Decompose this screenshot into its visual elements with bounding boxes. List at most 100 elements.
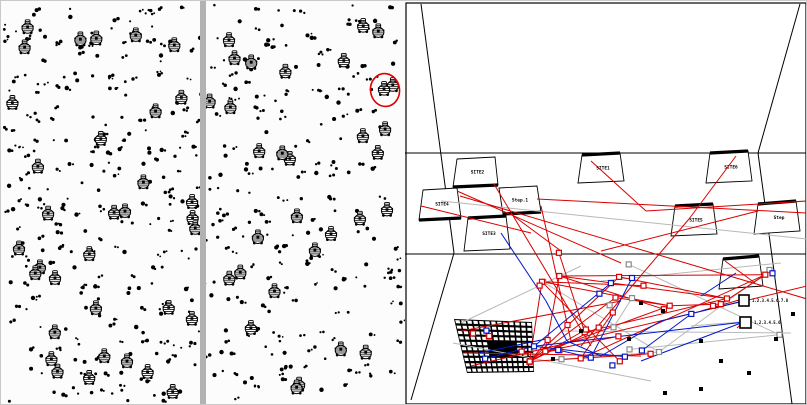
agents-layer bbox=[6, 18, 399, 399]
agent-glyph bbox=[18, 39, 31, 55]
network-node-red bbox=[556, 272, 563, 280]
agent-glyph bbox=[89, 300, 103, 316]
network-node-red bbox=[640, 282, 647, 289]
site-box-label: SITE1 bbox=[596, 166, 610, 172]
site-box-label: Step bbox=[774, 215, 785, 221]
agent-glyph bbox=[189, 220, 202, 236]
network-node-gray bbox=[628, 295, 636, 302]
agent-glyph bbox=[12, 240, 26, 256]
network-node-red bbox=[666, 302, 673, 309]
agent-glyph bbox=[334, 341, 347, 357]
network-node-red bbox=[616, 273, 623, 280]
network-node-blue bbox=[587, 354, 594, 361]
agent-field-panel[interactable] bbox=[1, 1, 405, 405]
network-edges-blue bbox=[478, 232, 744, 362]
agent-glyph bbox=[6, 95, 19, 110]
network-3d-panel[interactable]: SITE2 SITE4 Step.1 SITE3 SITE1 SITE6 Step SITE5… bbox=[405, 1, 807, 405]
network-node-black bbox=[747, 371, 751, 375]
agent-glyph bbox=[228, 50, 241, 66]
agent-glyph bbox=[83, 246, 96, 262]
site-box-label: SITE5 bbox=[689, 218, 703, 224]
agent-glyph bbox=[48, 270, 62, 286]
network-node-blue bbox=[609, 362, 616, 369]
network-node-gray bbox=[626, 346, 633, 353]
agent-glyph bbox=[251, 229, 265, 245]
network-node-red bbox=[469, 330, 477, 337]
agent-glyph bbox=[324, 226, 338, 241]
agent-glyph bbox=[268, 283, 281, 299]
agent-glyph bbox=[21, 19, 34, 35]
network-node-red bbox=[582, 326, 589, 333]
agent-glyph bbox=[253, 143, 266, 159]
agent-glyph bbox=[90, 30, 103, 46]
agent-glyph bbox=[337, 52, 350, 68]
network-node-red bbox=[526, 358, 533, 365]
site-box[interactable]: SITE2 bbox=[452, 156, 499, 189]
agent-glyph bbox=[175, 89, 188, 105]
agent-glyph bbox=[353, 210, 367, 226]
network-node-red bbox=[762, 271, 769, 278]
network-node-red bbox=[709, 302, 717, 309]
network-node-gray bbox=[558, 356, 565, 363]
agent-glyph bbox=[168, 37, 181, 53]
agent-glyph bbox=[185, 194, 199, 209]
network-node-black bbox=[719, 359, 723, 363]
agent-glyph bbox=[380, 201, 394, 217]
network-node-black bbox=[791, 312, 795, 316]
network-node-red bbox=[544, 336, 551, 344]
site-box-label: SITE2 bbox=[471, 170, 485, 176]
agent-glyph bbox=[234, 264, 247, 280]
site-box[interactable]: SITE3 bbox=[463, 214, 511, 252]
agent-glyph bbox=[279, 63, 292, 79]
network-node-red bbox=[616, 358, 623, 365]
agent-glyph bbox=[224, 99, 237, 115]
site-box[interactable]: Step bbox=[753, 199, 801, 235]
agent-glyph bbox=[45, 351, 58, 367]
agent-glyph bbox=[372, 23, 385, 39]
room-border bbox=[405, 2, 806, 404]
site-box-label: SITE6 bbox=[724, 165, 738, 171]
agent-glyph bbox=[120, 353, 134, 369]
agent-glyph bbox=[98, 348, 111, 364]
site-box[interactable]: SITE1 bbox=[577, 151, 625, 184]
network-node-black bbox=[661, 309, 665, 313]
network-node-red bbox=[647, 350, 654, 357]
highlight-annotation-circle bbox=[369, 72, 401, 108]
tagged-node[interactable]: 1.2.3.4.5.6 bbox=[739, 316, 781, 329]
network-node-blue bbox=[596, 290, 603, 297]
site-box[interactable]: Step.1 bbox=[498, 185, 542, 216]
network-node-red bbox=[542, 348, 549, 355]
agent-glyph bbox=[377, 81, 391, 96]
agent-glyph bbox=[162, 299, 175, 315]
network-node-black bbox=[699, 339, 703, 343]
network-node-blue bbox=[607, 280, 614, 287]
network-node-blue bbox=[628, 274, 636, 282]
agent-glyph bbox=[308, 242, 322, 258]
network-node-red bbox=[536, 282, 543, 289]
tagged-node[interactable]: 1.2.3.4.5.6.7.8 bbox=[738, 294, 789, 307]
network-node-blue bbox=[530, 343, 538, 350]
network-node-gray bbox=[606, 302, 613, 309]
agent-glyph bbox=[83, 370, 96, 385]
site-box[interactable]: SITE4 bbox=[418, 187, 462, 222]
agent-glyph bbox=[359, 344, 372, 360]
agent-glyph bbox=[357, 18, 370, 33]
agent-glyph bbox=[290, 208, 304, 224]
particle-dots-layer bbox=[2, 3, 405, 403]
site-box-label: Step.1 bbox=[512, 198, 529, 204]
network-node-black bbox=[774, 337, 778, 341]
network-node-red bbox=[595, 324, 602, 331]
agent-glyph bbox=[118, 203, 132, 219]
agent-glyph bbox=[356, 128, 370, 144]
network-node-blue bbox=[769, 270, 776, 277]
agent-glyph bbox=[29, 265, 42, 281]
agent-glyph bbox=[166, 384, 179, 399]
agent-glyph bbox=[31, 158, 45, 174]
agent-glyph bbox=[222, 32, 236, 48]
network-node-red bbox=[564, 321, 571, 329]
network-node-gray bbox=[776, 331, 783, 338]
network-node-red bbox=[555, 249, 562, 256]
agent-glyph bbox=[74, 31, 87, 47]
site-box[interactable]: SITE6 bbox=[705, 149, 753, 184]
network-node-black bbox=[699, 387, 703, 391]
